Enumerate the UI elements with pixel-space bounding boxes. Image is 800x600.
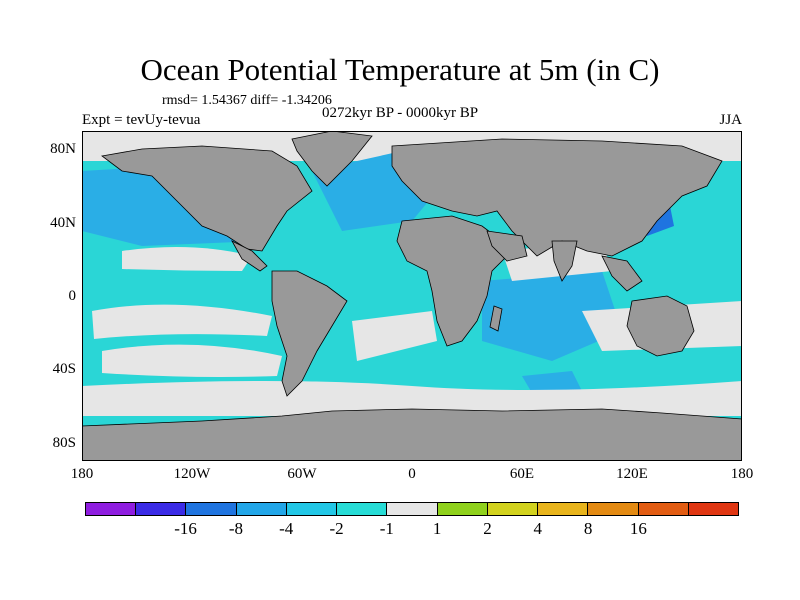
madagascar-land (489, 305, 503, 332)
lon-label-180e: 180 (730, 466, 754, 482)
lon-label-120e: 120E (616, 466, 648, 482)
colorbar-label: -4 (279, 519, 294, 538)
colorbar-label: -16 (174, 519, 197, 538)
colorbar-box (387, 503, 438, 515)
colorbar-label: -2 (329, 519, 344, 538)
north-pacific-neutral (122, 247, 252, 271)
lat-label-0: 0 (68, 288, 77, 304)
lon-label-120w: 120W (173, 466, 211, 482)
antarctica-land (82, 408, 742, 461)
colorbar-label: 4 (533, 519, 543, 538)
europe-asia-land (391, 138, 723, 257)
colorbar (85, 502, 739, 516)
season-label: JJA (719, 112, 742, 128)
colorbar-box (337, 503, 388, 515)
colorbar-label: -8 (228, 519, 243, 538)
south-ocean-cool-patch (522, 371, 582, 393)
colorbar-box (688, 503, 739, 515)
arabia-land (486, 230, 528, 262)
stats-text: rmsd= 1.54367 diff= -1.34206 (162, 93, 332, 108)
north-america-land (101, 145, 313, 252)
south-pacific-neutral (102, 344, 282, 377)
equatorial-pacific-neutral (92, 304, 272, 339)
colorbar-box (588, 503, 639, 515)
lat-label-40n: 40N (50, 215, 76, 231)
colorbar-label: 8 (583, 519, 593, 538)
chart-title: Ocean Potential Temperature at 5m (in C) (140, 52, 660, 87)
colorbar-label: 2 (483, 519, 492, 538)
india-land (551, 240, 578, 282)
lat-label-80n: 80N (50, 141, 76, 157)
colorbar-box (236, 503, 287, 515)
lon-label-60w: 60W (287, 466, 317, 482)
colorbar-label: 16 (629, 519, 647, 538)
map-frame (82, 131, 742, 461)
lon-label-0: 0 (408, 466, 416, 482)
southeast-asia-land (601, 255, 643, 292)
lon-label-180w: 180 (70, 466, 94, 482)
south-atlantic-neutral (352, 311, 437, 361)
central-america-land (231, 240, 268, 272)
lat-label-80s: 80S (52, 435, 76, 451)
colorbar-box (487, 503, 539, 515)
lon-label-60e: 60E (509, 466, 535, 482)
colorbar-box (86, 503, 137, 515)
colorbar-box (286, 503, 338, 515)
colorbar-box (136, 503, 187, 515)
indian-ocean-cool (482, 271, 622, 361)
period-label: 0272kyr BP - 0000kyr BP (322, 105, 479, 121)
colorbar-box (638, 503, 689, 515)
world-map (82, 131, 742, 461)
south-america-land (271, 270, 348, 397)
lat-label-40s: 40S (52, 361, 76, 377)
colorbar-box (538, 503, 589, 515)
colorbar-box (437, 503, 488, 515)
colorbar-box (186, 503, 237, 515)
colorbar-label: 1 (432, 519, 442, 538)
australia-land (626, 295, 695, 357)
experiment-label: Expt = tevUy-tevua (82, 112, 201, 128)
southern-ocean-neutral (82, 381, 742, 416)
colorbar-label: -1 (379, 519, 394, 538)
